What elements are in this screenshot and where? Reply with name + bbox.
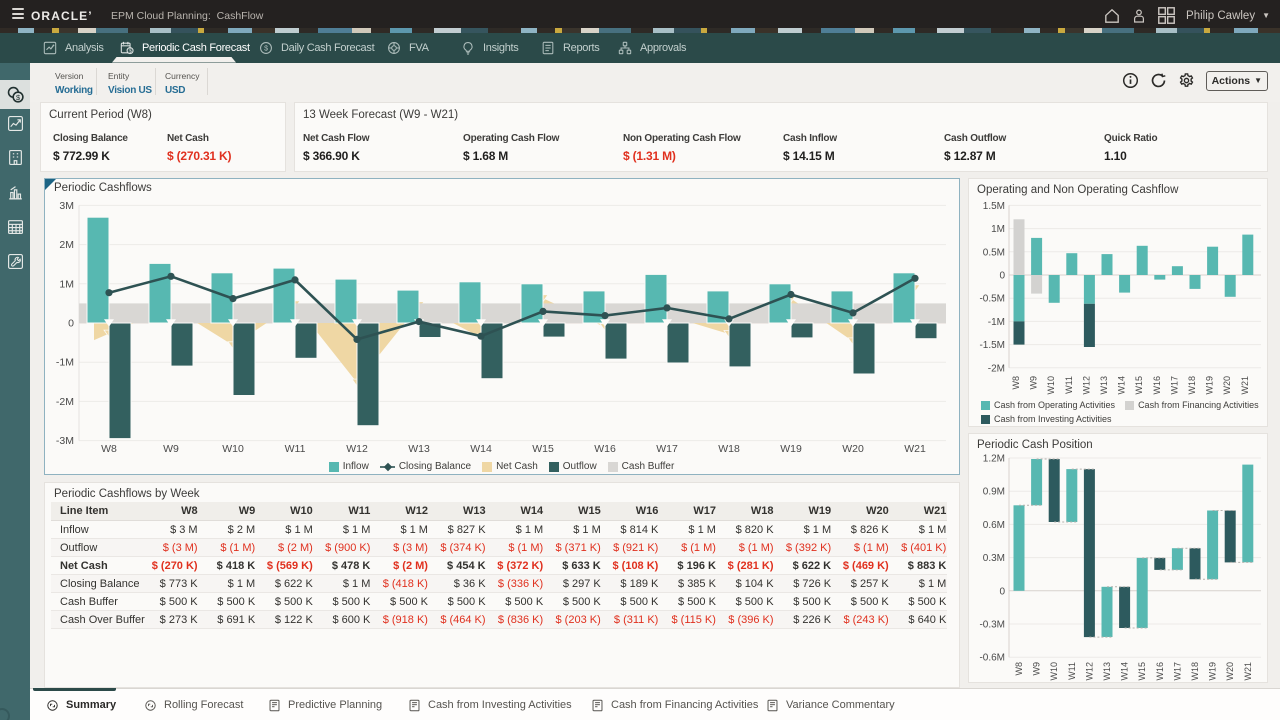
svg-text:W19: W19	[780, 443, 802, 455]
svg-text:0: 0	[999, 586, 1005, 597]
svg-text:0.5M: 0.5M	[983, 247, 1005, 258]
svg-text:W21: W21	[904, 443, 926, 455]
svg-text:2M: 2M	[59, 239, 74, 251]
svg-text:-0.5M: -0.5M	[979, 294, 1005, 305]
svg-text:W10: W10	[222, 443, 244, 455]
svg-text:W12: W12	[1081, 376, 1091, 395]
svg-text:W17: W17	[656, 443, 678, 455]
svg-text:W12: W12	[346, 443, 368, 455]
svg-text:W16: W16	[1152, 376, 1162, 395]
svg-text:W8: W8	[1014, 662, 1024, 676]
svg-text:-2M: -2M	[56, 396, 74, 408]
svg-text:W20: W20	[1225, 662, 1235, 681]
svg-text:W13: W13	[408, 443, 430, 455]
svg-text:0: 0	[999, 271, 1005, 282]
svg-text:W16: W16	[1155, 662, 1165, 681]
svg-text:W20: W20	[1222, 376, 1232, 395]
svg-text:W16: W16	[594, 443, 616, 455]
svg-text:W12: W12	[1084, 662, 1094, 681]
svg-text:-3M: -3M	[56, 435, 74, 447]
svg-text:$: $	[15, 92, 19, 101]
svg-text:-2M: -2M	[988, 363, 1005, 374]
svg-text:W17: W17	[1169, 376, 1179, 395]
svg-text:W10: W10	[1046, 376, 1056, 395]
svg-text:W9: W9	[1029, 376, 1039, 390]
svg-text:0.9M: 0.9M	[983, 487, 1005, 498]
svg-text:W11: W11	[285, 443, 306, 455]
svg-text:-1M: -1M	[988, 317, 1005, 328]
svg-text:W9: W9	[1032, 662, 1042, 676]
svg-text:$: $	[129, 48, 133, 54]
svg-text:W13: W13	[1099, 376, 1109, 395]
svg-text:$: $	[264, 45, 268, 52]
svg-text:-0.6M: -0.6M	[979, 653, 1005, 664]
svg-text:0.6M: 0.6M	[983, 520, 1005, 531]
svg-text:W21: W21	[1243, 662, 1253, 681]
svg-text:3M: 3M	[59, 200, 74, 212]
svg-text:W11: W11	[1067, 662, 1077, 680]
svg-text:W13: W13	[1102, 662, 1112, 681]
svg-text:W15: W15	[1134, 376, 1144, 395]
svg-text:W8: W8	[101, 443, 117, 455]
svg-text:1.2M: 1.2M	[983, 454, 1005, 465]
svg-text:W19: W19	[1205, 376, 1215, 395]
svg-text:-1.5M: -1.5M	[979, 340, 1005, 351]
svg-text:W19: W19	[1208, 662, 1218, 681]
svg-text:W8: W8	[1011, 376, 1021, 390]
svg-text:1.5M: 1.5M	[983, 201, 1005, 212]
svg-text:0: 0	[68, 318, 74, 330]
svg-text:W14: W14	[470, 443, 492, 455]
svg-text:W9: W9	[163, 443, 179, 455]
svg-text:W18: W18	[718, 443, 740, 455]
svg-text:W15: W15	[1137, 662, 1147, 681]
svg-text:0.3M: 0.3M	[983, 553, 1005, 564]
svg-text:W11: W11	[1064, 376, 1074, 394]
svg-text:W15: W15	[532, 443, 554, 455]
svg-text:1M: 1M	[59, 278, 74, 290]
svg-text:-1M: -1M	[56, 357, 74, 369]
svg-text:W20: W20	[842, 443, 864, 455]
svg-text:W14: W14	[1117, 376, 1127, 395]
svg-text:W18: W18	[1187, 376, 1197, 395]
svg-text:W18: W18	[1190, 662, 1200, 681]
svg-text:-0.3M: -0.3M	[979, 620, 1005, 631]
svg-text:W17: W17	[1172, 662, 1182, 681]
svg-text:W10: W10	[1049, 662, 1059, 681]
svg-text:W14: W14	[1120, 662, 1130, 681]
svg-text:W21: W21	[1240, 376, 1250, 395]
svg-text:1M: 1M	[991, 224, 1005, 235]
